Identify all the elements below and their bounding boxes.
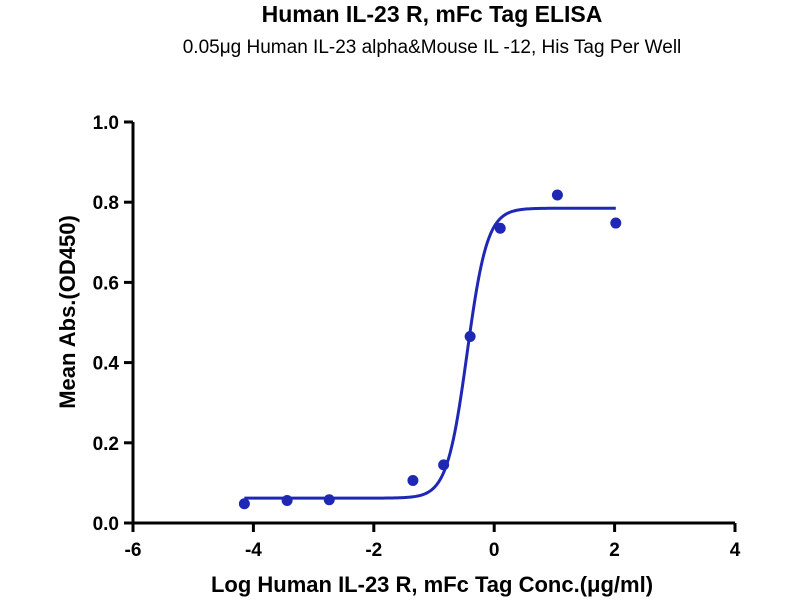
- y-tick-label: 0.2: [93, 434, 119, 455]
- x-tick-label: -6: [125, 540, 142, 561]
- y-tick-label: 0.0: [93, 514, 119, 535]
- y-tick-label: 0.4: [93, 354, 120, 375]
- fit-curve: [244, 206, 616, 500]
- x-tick-label: 4: [730, 540, 741, 561]
- x-tick-label: -2: [365, 540, 382, 561]
- chart-title: Human IL-23 R, mFc Tag ELISA: [262, 1, 603, 27]
- x-tick-label: -4: [245, 540, 262, 561]
- y-tick-label: 0.6: [93, 273, 119, 294]
- data-point: [238, 498, 250, 510]
- data-points-group: [238, 189, 622, 510]
- data-point: [494, 222, 506, 234]
- chart-subtitle: 0.05μg Human IL-23 alpha&Mouse IL -12, H…: [183, 37, 682, 58]
- x-tick-label: 2: [609, 540, 620, 561]
- y-axis-label: Mean Abs.(OD450): [55, 215, 80, 409]
- data-point: [551, 189, 563, 201]
- data-point: [407, 474, 419, 486]
- y-tick-label: 0.8: [93, 193, 119, 214]
- x-axis-label: Log Human IL-23 R, mFc Tag Conc.(μg/ml): [211, 572, 653, 597]
- data-point: [323, 494, 335, 506]
- x-tick-label: 0: [489, 540, 500, 561]
- data-point: [438, 459, 450, 471]
- data-point: [610, 217, 622, 229]
- data-point: [281, 495, 293, 507]
- data-point: [464, 331, 476, 343]
- axes: 0.0 0.2 0.4 0.6 0.8 1.0 -6 -4 -2 0 2 4: [93, 113, 741, 561]
- y-tick-label: 1.0: [93, 113, 119, 134]
- fit-curve-group: [244, 206, 616, 500]
